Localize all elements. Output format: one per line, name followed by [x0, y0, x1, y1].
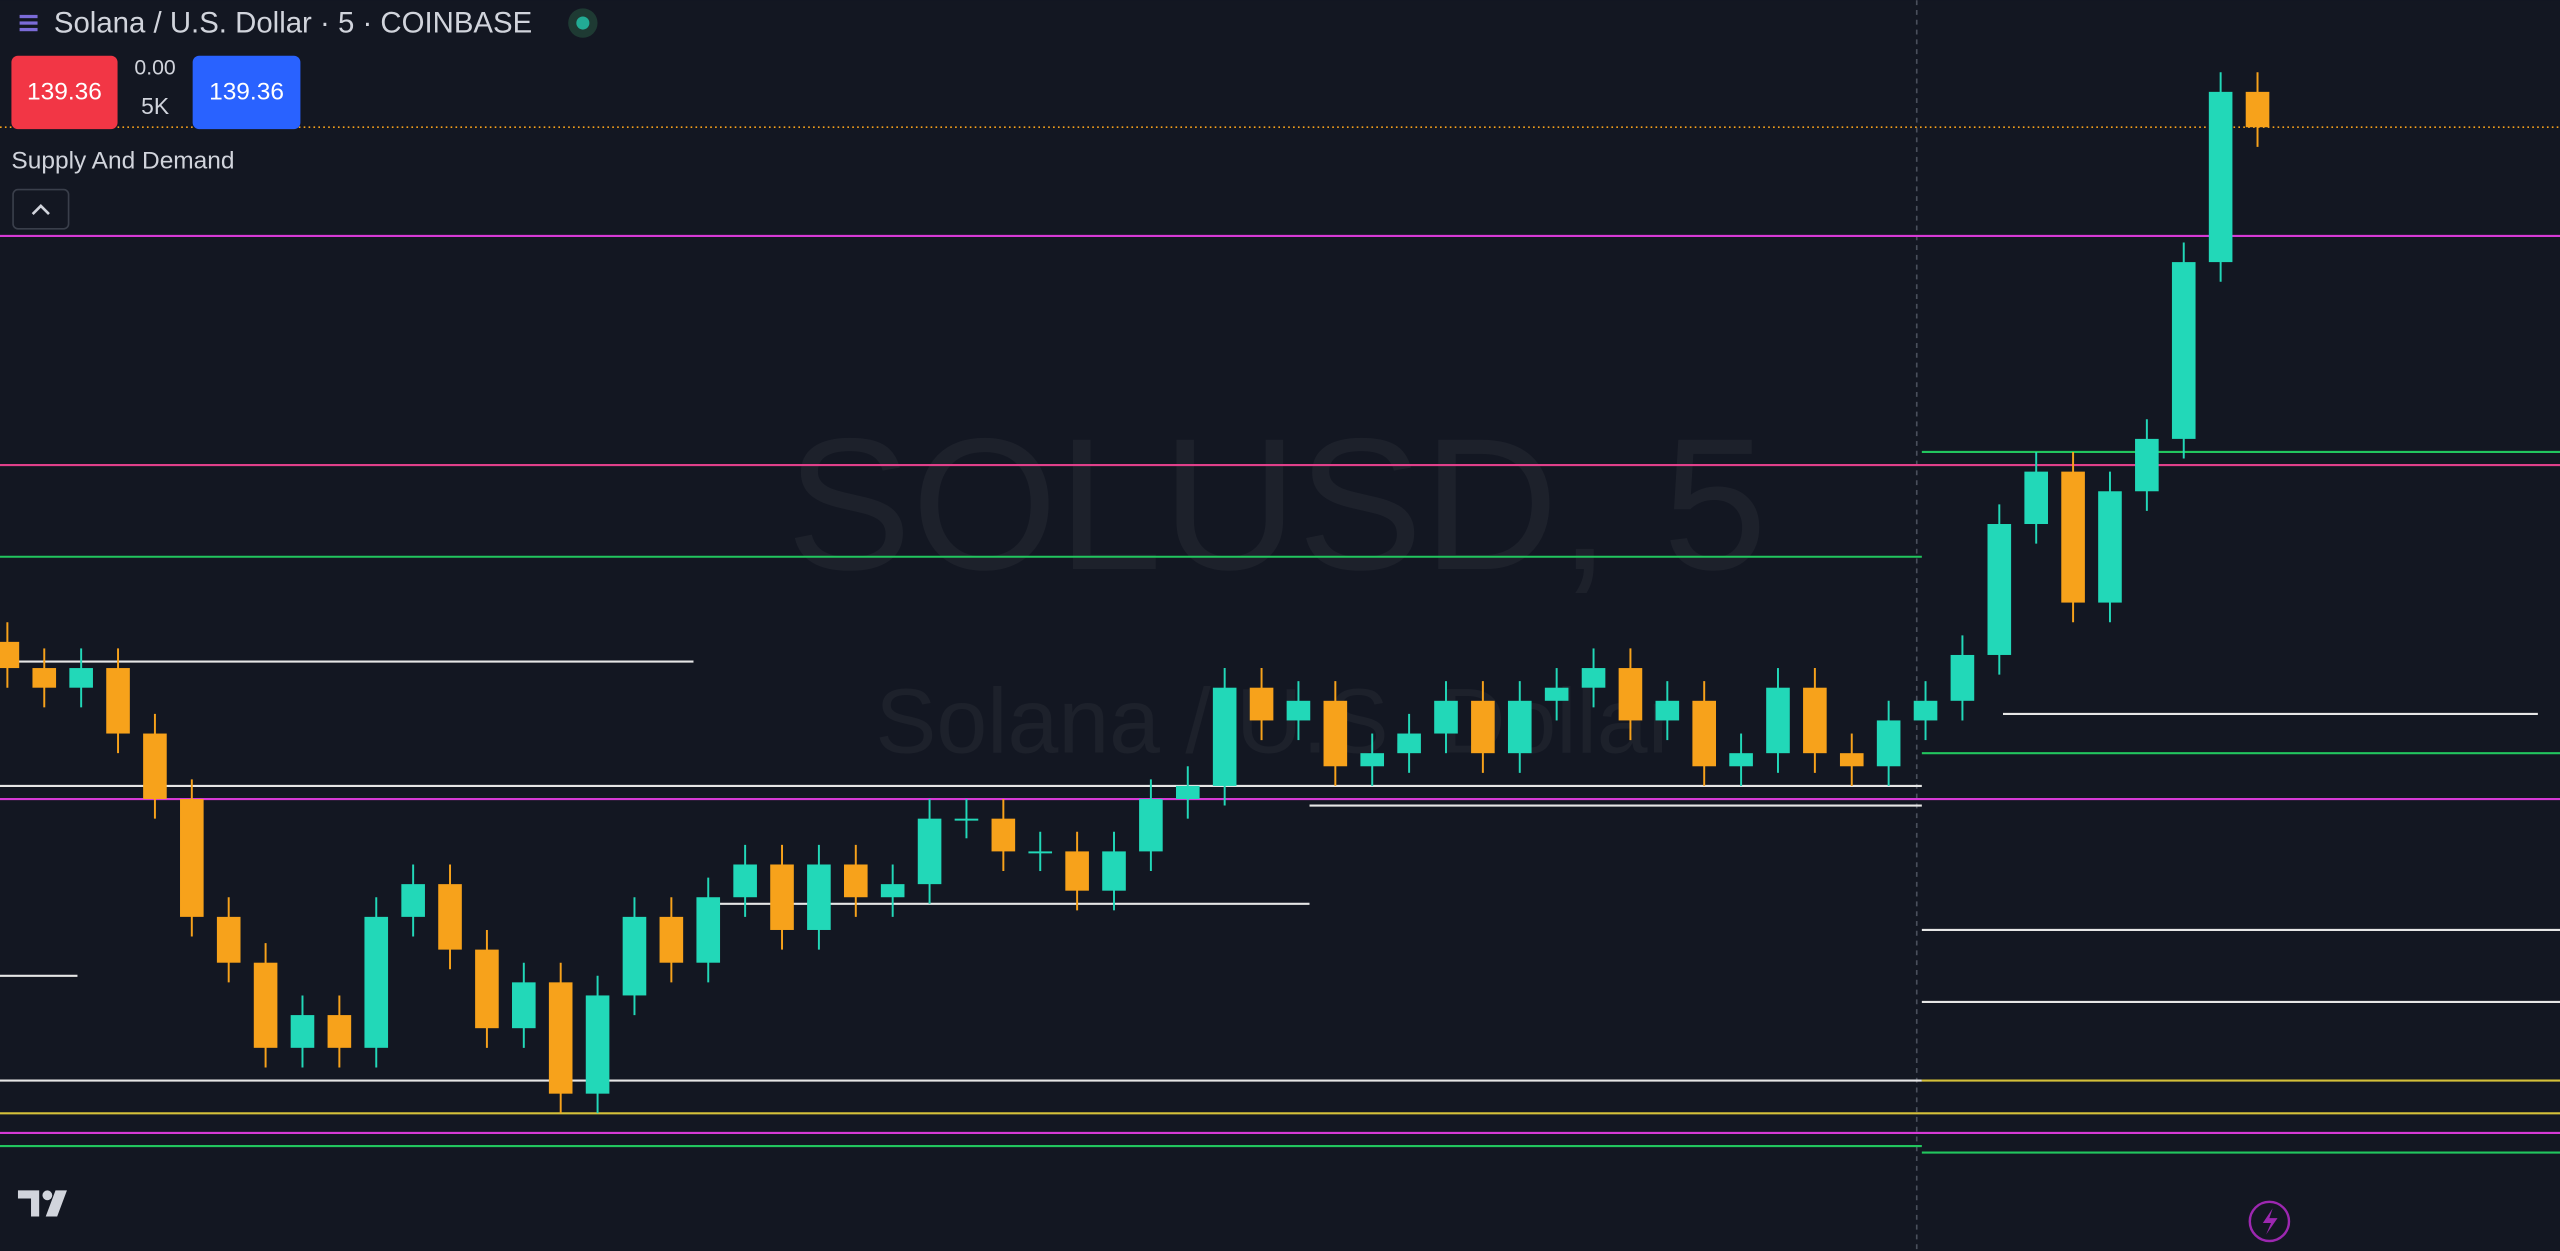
candle-body: [659, 916, 684, 963]
candle-body: [401, 884, 425, 917]
candle-body: [843, 864, 868, 898]
candle-body: [1729, 753, 1753, 767]
candle-body: [954, 818, 979, 821]
alert-button[interactable]: [2248, 1200, 2291, 1243]
volume: 5K: [141, 93, 169, 119]
candle-body: [512, 982, 536, 1029]
candle-body: [438, 884, 462, 950]
candles: [0, 72, 2270, 1114]
candle-body: [1950, 654, 1975, 701]
candle-body: [770, 864, 794, 930]
candle-body: [1876, 720, 1901, 767]
candle-body: [253, 962, 278, 1048]
candle-body: [290, 1015, 315, 1048]
candle-body: [2098, 491, 2122, 603]
candle-body: [991, 818, 1016, 852]
market-status-dot: [576, 16, 590, 30]
candle-body: [696, 897, 721, 963]
alert-icon: [2262, 1208, 2278, 1235]
candle-body: [1618, 668, 1643, 721]
candle-body: [32, 668, 57, 688]
buy-button[interactable]: [192, 55, 301, 130]
candle-body: [1360, 753, 1385, 767]
candle-body: [733, 864, 757, 898]
candle-body: [216, 916, 241, 963]
candle-body: [1249, 687, 1274, 721]
candle-body: [2208, 91, 2233, 263]
candle-body: [1803, 687, 1827, 754]
candle-body: [1434, 700, 1458, 734]
candle-body: [2061, 471, 2085, 603]
candle-body: [0, 641, 20, 669]
candle-body: [106, 668, 130, 734]
candle-body: [622, 916, 647, 996]
candle-body: [180, 799, 204, 917]
candle-body: [1471, 700, 1495, 754]
sell-button[interactable]: [11, 55, 118, 130]
watermark-symbol: SOLUSD, 5: [786, 399, 1767, 609]
candle-body: [1692, 700, 1717, 767]
candle-body: [585, 995, 610, 1094]
sell-price: 139.36: [27, 79, 102, 106]
candle-body: [475, 949, 499, 1029]
candle-body: [2171, 262, 2196, 439]
tv-logo[interactable]: [17, 1190, 67, 1217]
candle-body: [548, 982, 573, 1094]
candle-body: [1028, 851, 1053, 854]
candle-body: [1581, 668, 1606, 688]
candle-body: [1766, 687, 1790, 754]
candle-body: [1102, 851, 1126, 891]
candle-body: [880, 884, 905, 898]
candle-body: [2024, 471, 2048, 525]
candle-body: [1544, 687, 1569, 701]
candle-body: [327, 1015, 352, 1048]
candle-body: [1175, 785, 1200, 800]
candle-body: [2135, 438, 2159, 492]
candle-body: [1397, 733, 1421, 754]
spread: 0.00: [134, 56, 175, 79]
indicator-name[interactable]: Supply And Demand: [11, 147, 234, 174]
candle-body: [1212, 687, 1237, 786]
candle-body: [2245, 91, 2270, 128]
menu-icon[interactable]: [19, 14, 38, 32]
candle-body: [1139, 799, 1163, 852]
candle-body: [143, 733, 167, 800]
candle-body: [917, 818, 942, 885]
watermark-name: Solana / U.S. Dollar: [875, 671, 1678, 773]
buy-price: 139.36: [209, 79, 284, 106]
candle-body: [1323, 700, 1348, 767]
candle-body: [1507, 700, 1532, 754]
levels: [0, 126, 2560, 1154]
candle-body: [69, 668, 93, 688]
symbol-title: Solana / U.S. Dollar · 5 · COINBASE: [54, 6, 532, 39]
candle-body: [1987, 524, 2012, 655]
candle-body: [807, 864, 831, 930]
candle-body: [1655, 700, 1680, 721]
candle-body: [364, 916, 389, 1048]
collapse-icon: [31, 204, 50, 215]
collapse-button[interactable]: [12, 188, 70, 230]
candle-body: [1839, 753, 1864, 767]
candle-body: [1913, 700, 1938, 721]
watermark: SOLUSD, 5 Solana / U.S. Dollar: [786, 399, 1767, 773]
candle-body: [1286, 700, 1311, 721]
candle-body: [1065, 851, 1089, 891]
